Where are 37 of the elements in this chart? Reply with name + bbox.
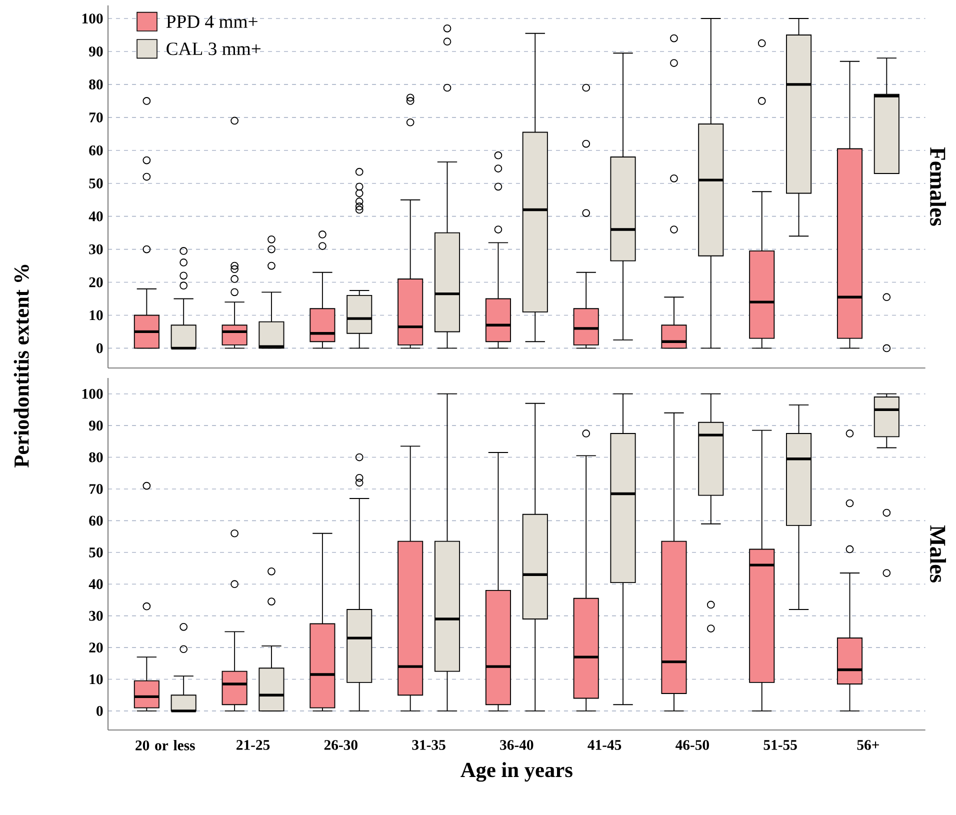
text: Females <box>930 148 946 226</box>
y-tick-label: 70 <box>89 484 103 494</box>
y-tick-label: 30 <box>89 244 103 254</box>
x-tick-label: 51-55 <box>764 740 797 750</box>
x-tick-label: 31-35 <box>412 740 446 750</box>
x-axis-title: Age in years <box>460 762 572 782</box>
y-tick-label: 40 <box>88 212 103 222</box>
x-tick-label: 21-25 <box>236 740 270 750</box>
y-tick-label: 50 <box>89 548 103 558</box>
y-tick-label: 100 <box>82 389 103 399</box>
y-tick-label: 10 <box>90 310 103 320</box>
y-tick-label: 100 <box>82 14 103 24</box>
y-tick-label: 80 <box>89 80 103 90</box>
y-tick-label: 20 <box>89 642 103 653</box>
y-tick-label: 20 <box>89 278 103 288</box>
y-tick-label: 80 <box>89 452 103 462</box>
y-tick-label: 70 <box>89 112 103 123</box>
legend-label: CAL 3 mm+ <box>166 42 260 56</box>
x-tick-label: 20 or less <box>136 740 195 751</box>
x-tick-label: 41-45 <box>588 740 622 750</box>
text: Males <box>930 526 946 583</box>
y-tick-label: 60 <box>89 146 103 156</box>
y-tick-label: 90 <box>89 46 103 57</box>
x-tick-label: 46-50 <box>676 740 709 750</box>
x-tick-label: 36-40 <box>500 740 534 750</box>
y-tick-label: 90 <box>89 420 103 431</box>
legend-label: PPD 4 mm+ <box>166 16 258 28</box>
y-tick-label: 10 <box>90 674 103 684</box>
y-tick-label: 50 <box>89 178 103 188</box>
y-axis-title: Periodontitis extent % <box>14 265 29 468</box>
y-tick-label: 0 <box>96 343 103 354</box>
y-tick-label: 30 <box>89 611 103 621</box>
x-tick-label: 26-30 <box>324 740 358 750</box>
x-tick-label: 56+ <box>857 740 879 750</box>
y-tick-label: 40 <box>88 579 103 590</box>
y-tick-label: 60 <box>89 516 103 526</box>
y-tick-label: 0 <box>96 706 103 716</box>
